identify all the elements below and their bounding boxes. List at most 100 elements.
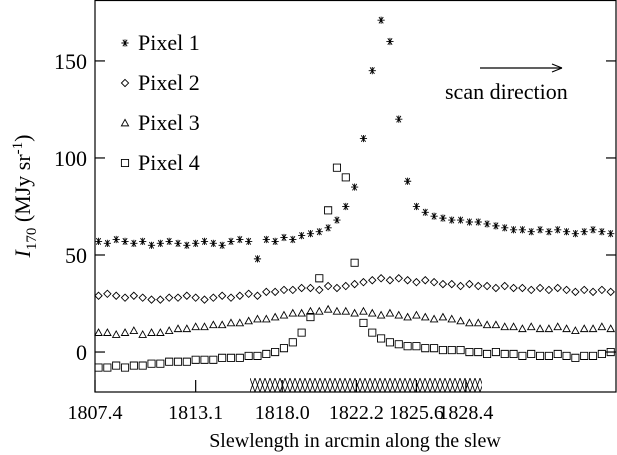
data-point	[156, 295, 165, 304]
data-point	[473, 318, 483, 327]
data-point	[129, 326, 139, 335]
data-point	[182, 324, 192, 333]
data-point	[588, 287, 598, 297]
data-point	[526, 322, 536, 331]
data-point	[298, 231, 306, 240]
data-point	[403, 312, 412, 321]
data-point	[182, 357, 191, 366]
data-point	[218, 353, 227, 362]
data-point	[368, 328, 377, 337]
data-point	[526, 285, 536, 295]
data-point	[235, 353, 244, 362]
data-point	[270, 287, 280, 297]
data-point	[536, 351, 545, 360]
data-point	[173, 324, 183, 333]
data-point	[403, 342, 412, 351]
data-point	[589, 226, 597, 234]
data-point	[288, 308, 298, 317]
data-point	[492, 222, 500, 230]
data-point	[491, 320, 501, 329]
data-point	[342, 202, 350, 211]
data-point	[271, 347, 280, 357]
data-point	[439, 214, 447, 222]
data-point	[571, 326, 580, 335]
data-point	[279, 285, 289, 295]
data-point	[544, 351, 553, 360]
data-point	[367, 308, 377, 317]
data-point	[200, 322, 209, 331]
data-point	[606, 324, 616, 333]
legend-marker	[120, 78, 130, 88]
data-point	[297, 283, 306, 293]
x-tick-label: 1818.0	[255, 402, 310, 424]
data-point	[598, 228, 606, 236]
legend-label: Pixel 2	[138, 70, 200, 95]
data-point	[111, 330, 121, 338]
data-point	[376, 310, 386, 319]
data-point	[323, 304, 333, 313]
data-point	[200, 355, 209, 364]
data-point	[544, 324, 554, 333]
data-point	[597, 322, 607, 331]
data-point	[394, 310, 404, 319]
data-point	[112, 361, 121, 370]
data-point	[465, 347, 474, 357]
data-point	[501, 224, 509, 232]
data-point	[289, 235, 297, 244]
data-point	[438, 312, 448, 321]
data-point	[130, 239, 138, 247]
data-point	[562, 228, 571, 236]
data-point	[120, 293, 130, 302]
data-point	[465, 318, 474, 327]
data-point	[244, 351, 253, 360]
data-point	[368, 275, 377, 285]
data-point	[191, 322, 201, 331]
data-point	[217, 291, 227, 300]
x-tick-label: 1813.1	[168, 402, 223, 424]
data-point	[244, 289, 253, 299]
data-point	[314, 306, 324, 315]
data-point	[209, 293, 218, 302]
data-point	[447, 279, 456, 289]
data-point	[421, 275, 430, 285]
data-point	[430, 212, 438, 220]
data-point	[94, 237, 103, 246]
data-point	[395, 115, 403, 123]
data-point	[447, 314, 457, 323]
data-point	[553, 283, 562, 293]
data-point	[482, 281, 492, 291]
y-tick-label: 150	[54, 49, 87, 74]
data-point	[147, 241, 156, 249]
data-point	[120, 328, 130, 336]
data-point	[156, 359, 165, 368]
data-point	[323, 281, 333, 291]
data-point	[509, 283, 518, 293]
data-point	[412, 202, 421, 211]
data-point	[527, 349, 536, 359]
data-point	[420, 312, 430, 321]
data-point	[173, 293, 183, 302]
data-point	[571, 287, 580, 297]
data-point	[306, 313, 315, 322]
data-point	[536, 226, 544, 234]
data-point	[597, 349, 606, 359]
data-point	[332, 306, 342, 315]
data-point	[112, 235, 120, 244]
data-point	[606, 347, 615, 357]
data-point	[465, 279, 474, 289]
data-point	[535, 324, 545, 333]
data-point	[597, 285, 607, 295]
data-point	[315, 228, 323, 236]
data-point	[606, 287, 615, 297]
data-point	[350, 258, 359, 267]
data-point	[262, 287, 271, 297]
data-point	[394, 274, 404, 283]
data-point	[244, 316, 254, 325]
data-point	[156, 239, 164, 247]
data-point	[261, 314, 271, 323]
data-point	[438, 279, 448, 289]
y-label-close: )	[10, 135, 35, 142]
data-point	[385, 275, 395, 285]
data-point	[270, 312, 280, 321]
data-point	[209, 355, 218, 364]
